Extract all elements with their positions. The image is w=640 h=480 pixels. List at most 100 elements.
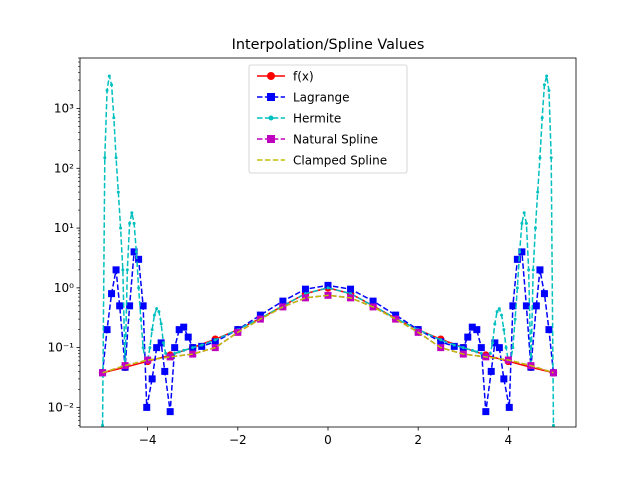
legend-box bbox=[248, 64, 408, 174]
data-point bbox=[437, 338, 445, 346]
data-point bbox=[491, 341, 495, 345]
data-point bbox=[301, 294, 309, 302]
data-point bbox=[479, 351, 483, 355]
data-point bbox=[137, 286, 141, 290]
data-point bbox=[452, 343, 456, 347]
x-tick-label: 0 bbox=[324, 433, 332, 447]
data-point bbox=[502, 328, 506, 332]
data-point bbox=[132, 221, 136, 225]
data-point bbox=[157, 339, 165, 347]
data-point bbox=[139, 302, 147, 310]
legend-marker bbox=[268, 115, 274, 121]
data-point bbox=[482, 408, 490, 416]
data-point bbox=[116, 302, 124, 310]
data-point bbox=[511, 346, 515, 350]
data-point bbox=[533, 226, 537, 230]
data-point bbox=[301, 285, 309, 293]
x-tick-label: 2 bbox=[414, 433, 422, 447]
data-point bbox=[495, 344, 503, 352]
data-point bbox=[505, 403, 513, 411]
data-point bbox=[213, 338, 217, 342]
data-point bbox=[524, 221, 528, 225]
data-point bbox=[125, 268, 129, 272]
data-point bbox=[126, 302, 134, 310]
data-point bbox=[166, 408, 174, 416]
data-point bbox=[518, 248, 526, 256]
data-point bbox=[144, 356, 152, 364]
legend-label: Hermite bbox=[293, 112, 341, 126]
data-point bbox=[439, 338, 443, 342]
data-point bbox=[148, 346, 152, 350]
data-point bbox=[130, 211, 134, 215]
chart-title: Interpolation/Spline Values bbox=[232, 37, 425, 53]
data-point bbox=[112, 116, 116, 120]
data-point bbox=[182, 348, 186, 352]
data-point bbox=[522, 302, 530, 310]
y-tick-label: 10³ bbox=[54, 102, 74, 116]
data-point bbox=[143, 403, 151, 411]
legend-entry-clamped-spline: Clamped Spline bbox=[257, 154, 387, 168]
legend-marker bbox=[267, 72, 275, 80]
legend-entry-natural-spline: Natural Spline bbox=[257, 133, 378, 147]
data-point bbox=[155, 307, 159, 311]
data-point bbox=[392, 311, 400, 319]
data-point bbox=[520, 221, 524, 225]
y-tick-label: 10¹ bbox=[54, 221, 74, 235]
series-clamped-spline bbox=[102, 294, 554, 374]
series-layer bbox=[98, 74, 558, 427]
data-point bbox=[461, 346, 465, 350]
data-point bbox=[538, 156, 542, 160]
data-point bbox=[153, 344, 161, 352]
data-point bbox=[107, 74, 111, 78]
data-point bbox=[515, 286, 519, 290]
y-tick-label: 10⁻¹ bbox=[48, 341, 75, 355]
data-point bbox=[134, 250, 138, 254]
data-point bbox=[121, 268, 125, 272]
data-point bbox=[369, 297, 377, 305]
y-tick-label: 10⁻² bbox=[48, 400, 75, 414]
legend-label: f(x) bbox=[293, 70, 314, 84]
data-point bbox=[114, 156, 118, 160]
data-point bbox=[464, 333, 472, 341]
data-point bbox=[513, 317, 517, 321]
data-point bbox=[324, 281, 332, 289]
data-point bbox=[166, 353, 174, 361]
series-line-clamped-spline bbox=[102, 294, 554, 374]
data-point bbox=[536, 190, 540, 194]
data-point bbox=[513, 255, 521, 263]
data-point bbox=[542, 83, 546, 87]
data-point bbox=[495, 310, 499, 314]
data-point bbox=[101, 423, 105, 427]
y-tick-label: 10⁰ bbox=[54, 281, 74, 295]
data-point bbox=[164, 351, 168, 355]
data-point bbox=[491, 339, 499, 347]
legend-label: Clamped Spline bbox=[293, 154, 387, 168]
data-point bbox=[527, 268, 531, 272]
data-point bbox=[504, 346, 508, 350]
data-point bbox=[256, 311, 264, 319]
data-point bbox=[522, 211, 526, 215]
data-point bbox=[518, 250, 522, 254]
legend: f(x) Lagrange Hermite Natural Spline Clamped… bbox=[248, 64, 408, 174]
data-point bbox=[477, 344, 485, 352]
data-point bbox=[549, 156, 553, 160]
data-point bbox=[531, 268, 535, 272]
data-point bbox=[177, 350, 181, 354]
legend-entry-lagrange: Lagrange bbox=[257, 91, 350, 105]
x-tick-label: −2 bbox=[229, 433, 247, 447]
data-point bbox=[509, 302, 517, 310]
data-point bbox=[211, 338, 219, 346]
legend-entry-hermite: Hermite bbox=[257, 112, 341, 126]
data-point bbox=[540, 290, 548, 298]
data-point bbox=[279, 297, 287, 305]
x-tick-label: 4 bbox=[505, 433, 513, 447]
data-point bbox=[157, 310, 161, 314]
data-point bbox=[135, 255, 143, 263]
legend-entry-f-x: f(x) bbox=[257, 70, 314, 84]
data-point bbox=[488, 351, 492, 355]
data-point bbox=[326, 286, 330, 290]
data-point bbox=[184, 333, 192, 341]
data-point bbox=[500, 313, 504, 317]
data-point bbox=[540, 116, 544, 120]
